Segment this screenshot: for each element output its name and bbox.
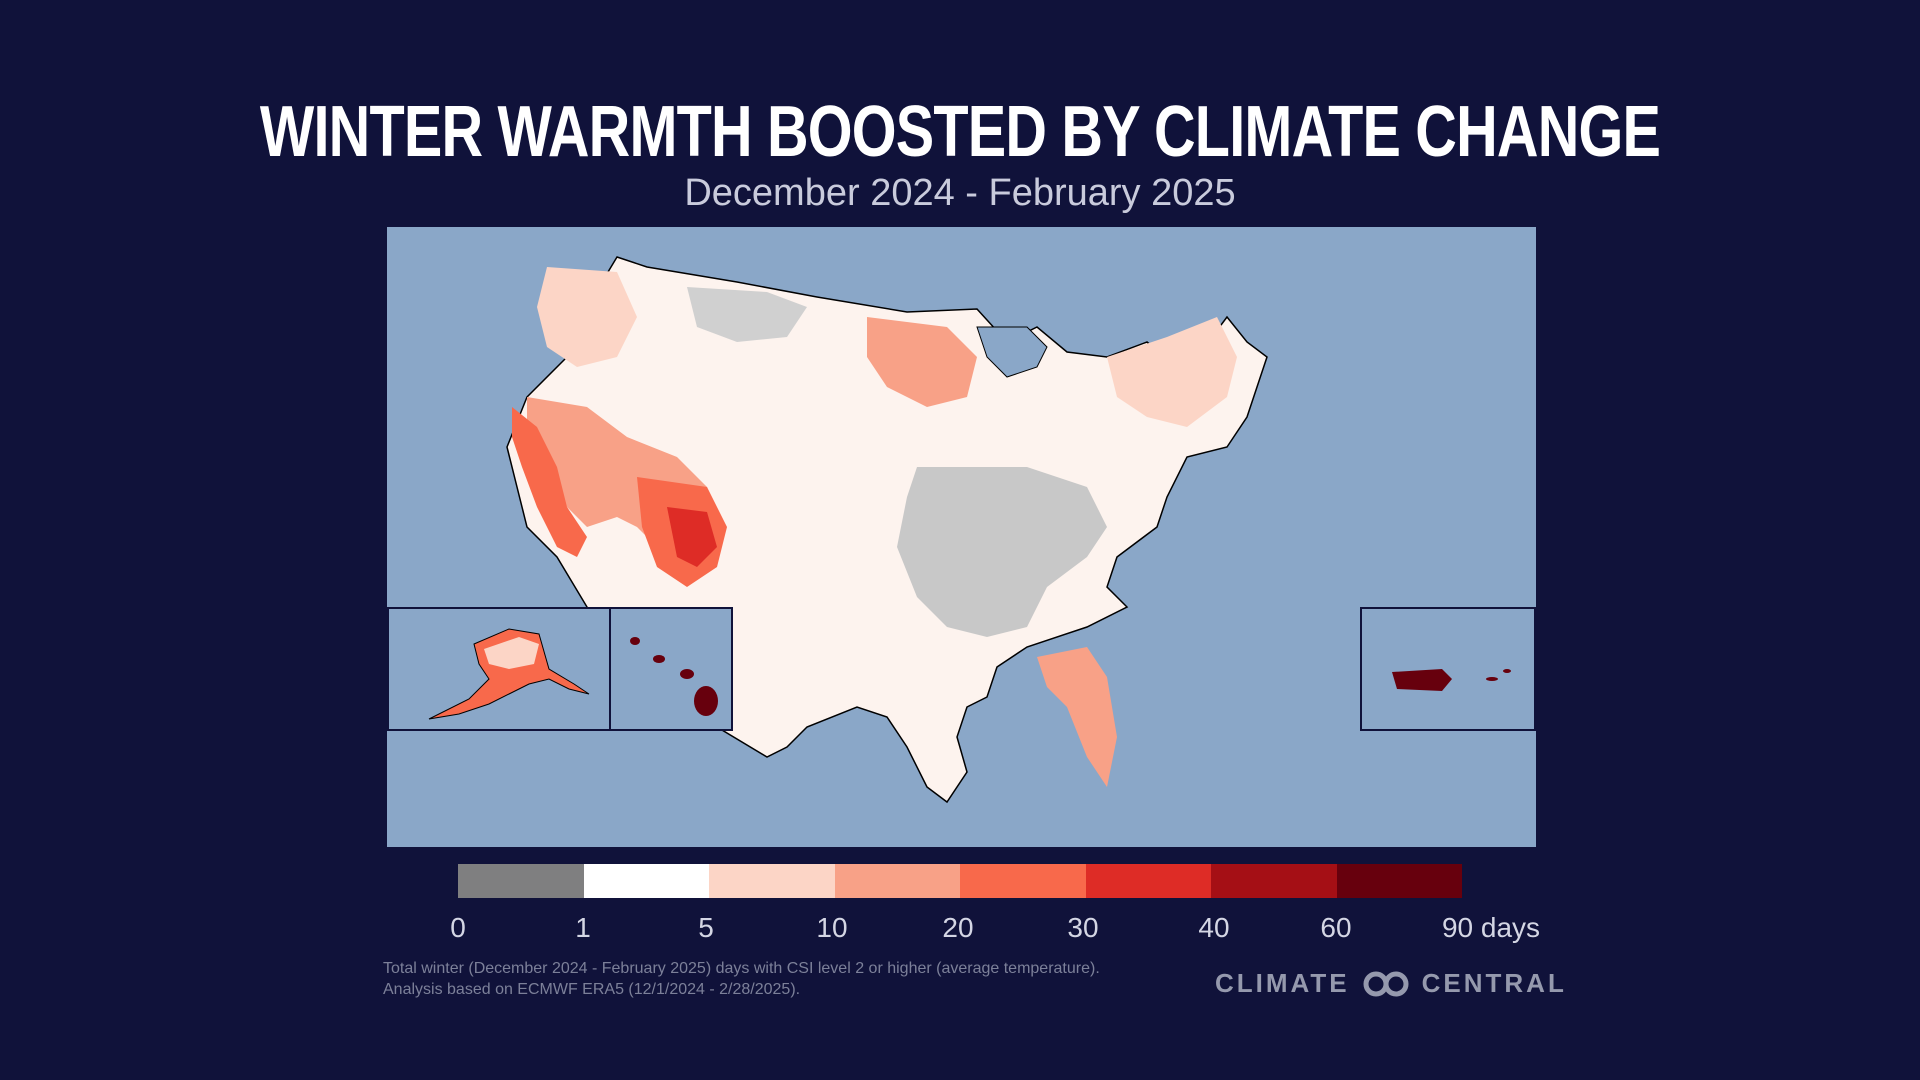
climate-central-rings-icon xyxy=(1363,971,1409,996)
legend-tick-5: 5 xyxy=(698,912,714,943)
culebra-island xyxy=(1503,669,1511,673)
arizona-core-zone xyxy=(667,507,717,567)
legend-tick-10: 10 xyxy=(816,912,848,943)
legend-bin-10 xyxy=(834,864,960,898)
legend-tick-20: 20 xyxy=(942,912,974,943)
california-coast-zone xyxy=(512,407,587,557)
legend-bin-30 xyxy=(1085,864,1211,898)
puerto-rico-shape xyxy=(1392,669,1452,691)
pacific-northwest-zone xyxy=(537,267,637,367)
montana-gray-zone xyxy=(687,287,807,342)
legend-tick-60: 60 xyxy=(1320,912,1352,943)
vieques-island xyxy=(1486,677,1498,681)
legend-bin-40 xyxy=(1211,864,1337,898)
upper-midwest-zone xyxy=(867,317,977,407)
hawaii-island-oahu xyxy=(653,655,665,663)
legend-tick-40: 40 xyxy=(1198,912,1230,943)
legend-bin-0 xyxy=(458,864,584,898)
contiguous-us-map xyxy=(506,256,1268,804)
page-title: WINTER WARMTH BOOSTED BY CLIMATE CHANGE xyxy=(259,92,1661,172)
legend-color-bar xyxy=(458,864,1462,898)
northeast-zone xyxy=(1107,317,1237,427)
footnote: Total winter (December 2024 - February 2… xyxy=(383,958,1100,1000)
climate-central-logo: CLIMATE CENTRAL xyxy=(1215,968,1567,999)
southeast-gray-zone xyxy=(897,467,1107,637)
legend-tick-0: 0 xyxy=(450,912,466,943)
hawaii-island-big xyxy=(694,686,718,716)
footnote-line-1: Total winter (December 2024 - February 2… xyxy=(383,960,1100,977)
alaska-shape xyxy=(428,628,590,720)
legend-bin-60 xyxy=(1336,864,1462,898)
legend-bin-5 xyxy=(709,864,835,898)
hawaii-inset xyxy=(609,607,733,731)
florida-zone xyxy=(1037,647,1117,787)
brand-right: CENTRAL xyxy=(1421,968,1567,998)
footnote-line-2: Analysis based on ECMWF ERA5 (12/1/2024 … xyxy=(383,981,801,998)
page-subtitle: December 2024 - February 2025 xyxy=(684,172,1236,214)
legend-tick-90: 90 days xyxy=(1441,912,1541,943)
legend-bin-1 xyxy=(583,864,709,898)
hawaii-island-maui xyxy=(680,669,694,679)
legend-tick-1: 1 xyxy=(575,912,591,943)
legend-tick-30: 30 xyxy=(1067,912,1099,943)
legend-bin-20 xyxy=(960,864,1086,898)
hawaii-island-kauai xyxy=(630,637,640,645)
great-lakes xyxy=(976,326,1048,378)
puerto-rico-inset xyxy=(1360,607,1536,731)
brand-left: CLIMATE xyxy=(1215,968,1350,998)
us-map xyxy=(387,227,1536,847)
alaska-inset xyxy=(387,607,611,731)
alaska-interior xyxy=(484,637,539,669)
